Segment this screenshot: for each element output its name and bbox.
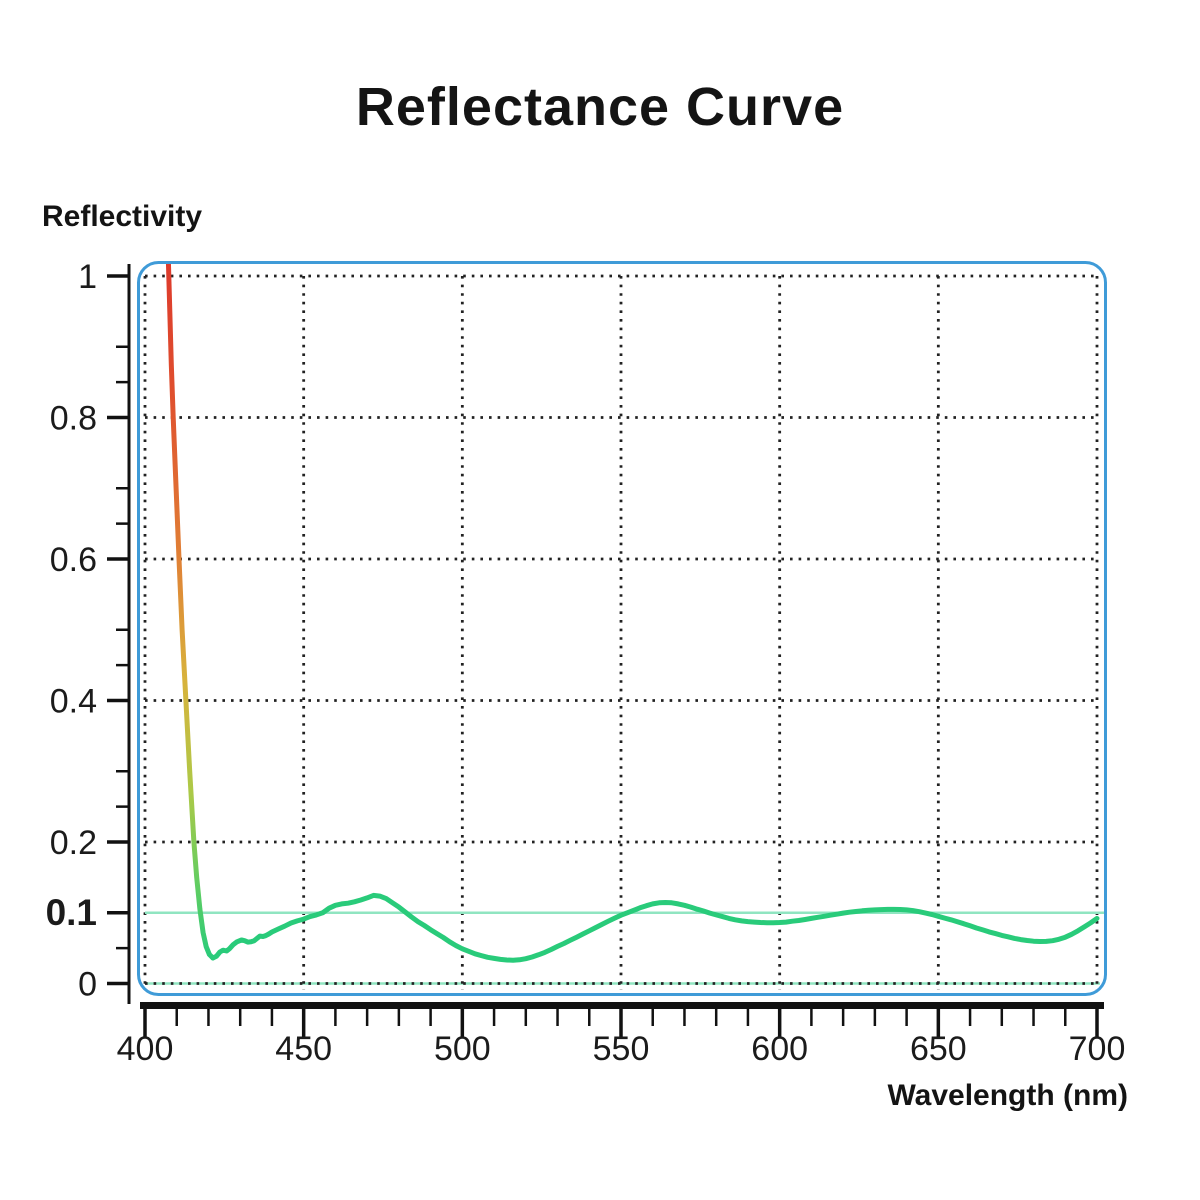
x-tick-label: 400 [117, 1030, 174, 1068]
x-tick-label: 500 [434, 1030, 491, 1068]
x-tick-label: 600 [751, 1030, 808, 1068]
chart-title: Reflectance Curve [355, 77, 845, 137]
y-tick-label: 0.2 [50, 824, 97, 862]
y-axis-title: Reflectivity [42, 200, 203, 233]
x-tick-label: 650 [910, 1030, 967, 1068]
y-tick-label-highlight: 0.1 [46, 892, 97, 933]
y-tick-label: 0.6 [50, 541, 97, 579]
plot-border [137, 261, 1107, 996]
x-tick-label: 700 [1069, 1030, 1126, 1068]
curve-descent-segment [165, 264, 216, 961]
y-tick-label: 1 [78, 258, 97, 296]
x-axis-bar [140, 1002, 1104, 1009]
x-tick-label: 450 [275, 1030, 332, 1068]
y-tick-label: 0 [78, 966, 97, 1004]
curve-group [165, 264, 1100, 963]
curve-green-segment [210, 892, 1100, 963]
y-tick-label: 0.4 [50, 683, 97, 721]
y-tick-label: 0.8 [50, 400, 97, 438]
x-tick-label: 550 [593, 1030, 650, 1068]
plot-background [138, 262, 1106, 995]
x-axis-title: Wavelength (nm) [887, 1079, 1128, 1112]
